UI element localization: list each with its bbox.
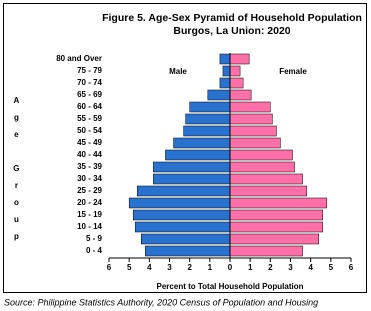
chart-title: Figure 5. Age-Sex Pyramid of Household P… (102, 12, 362, 24)
bar (207, 89, 231, 101)
bar (229, 233, 319, 245)
bar (183, 125, 231, 137)
bar (229, 125, 277, 137)
bar (229, 101, 271, 113)
y-tick-label: 35 - 39 (77, 162, 102, 171)
bar (128, 197, 231, 209)
x-tick-label: 2 (187, 263, 192, 272)
x-tick-label: 4 (308, 263, 313, 272)
y-tick-label: 0 - 4 (86, 246, 103, 255)
bar (229, 161, 295, 173)
y-tick-label: 25 - 29 (77, 186, 102, 195)
y-tick-label: 80 and Over (56, 54, 102, 63)
source-note: Source: Philippine Statistics Authority,… (4, 297, 318, 307)
bar (229, 77, 244, 89)
bar (229, 89, 252, 101)
bar (141, 233, 231, 245)
bar (229, 137, 281, 149)
bar (145, 245, 231, 257)
bar (153, 161, 231, 173)
y-tick-label: 70 - 74 (77, 78, 102, 87)
x-tick-label: 5 (127, 263, 132, 272)
bar (134, 221, 231, 233)
bar (136, 185, 231, 197)
bar (229, 149, 293, 161)
legend-label: Male (169, 67, 187, 76)
y-tick-label: 30 - 34 (77, 174, 102, 183)
bar (165, 149, 231, 161)
x-tick-label: 3 (167, 263, 172, 272)
bar (229, 173, 303, 185)
y-tick-label: 5 - 9 (86, 234, 103, 243)
bar (229, 197, 328, 209)
y-tick-label: 40 - 44 (77, 150, 102, 159)
legend-label: Female (279, 67, 307, 76)
x-tick-label: 0 (228, 263, 233, 272)
bar (219, 53, 231, 65)
bar (229, 209, 324, 221)
bar (132, 209, 231, 221)
y-tick-label: 50 - 54 (77, 126, 102, 135)
bar (153, 173, 231, 185)
y-tick-label: 10 - 14 (77, 222, 102, 231)
y-tick-label: 20 - 24 (77, 198, 102, 207)
chart-subtitle: Burgos, La Union: 2020 (173, 25, 290, 37)
x-tick-label: 6 (349, 263, 354, 272)
bar (229, 245, 303, 257)
y-axis-label: Age Group (12, 96, 21, 249)
y-tick-label: 65 - 69 (77, 90, 102, 99)
bar (173, 137, 231, 149)
y-tick-label: 75 - 79 (77, 66, 102, 75)
bar (229, 185, 307, 197)
y-tick-label: 45 - 49 (77, 138, 102, 147)
bar (222, 65, 231, 77)
bar (229, 65, 241, 77)
bar (185, 113, 231, 125)
x-tick-label: 1 (248, 263, 253, 272)
bar (189, 101, 231, 113)
y-tick-label: 55 - 59 (77, 114, 102, 123)
bar (229, 53, 250, 65)
x-tick-label: 6 (107, 263, 112, 272)
bar (229, 113, 273, 125)
bar (229, 221, 324, 233)
x-tick-label: 2 (268, 263, 273, 272)
x-axis-label: Percent to Total Household Population (157, 282, 304, 291)
bar (219, 77, 231, 89)
y-tick-label: 60 - 64 (77, 102, 102, 111)
x-tick-label: 1 (208, 263, 213, 272)
x-tick-label: 4 (147, 263, 152, 272)
x-tick-label: 5 (329, 263, 334, 272)
y-tick-label: 15 - 19 (77, 210, 102, 219)
x-tick-label: 3 (288, 263, 293, 272)
